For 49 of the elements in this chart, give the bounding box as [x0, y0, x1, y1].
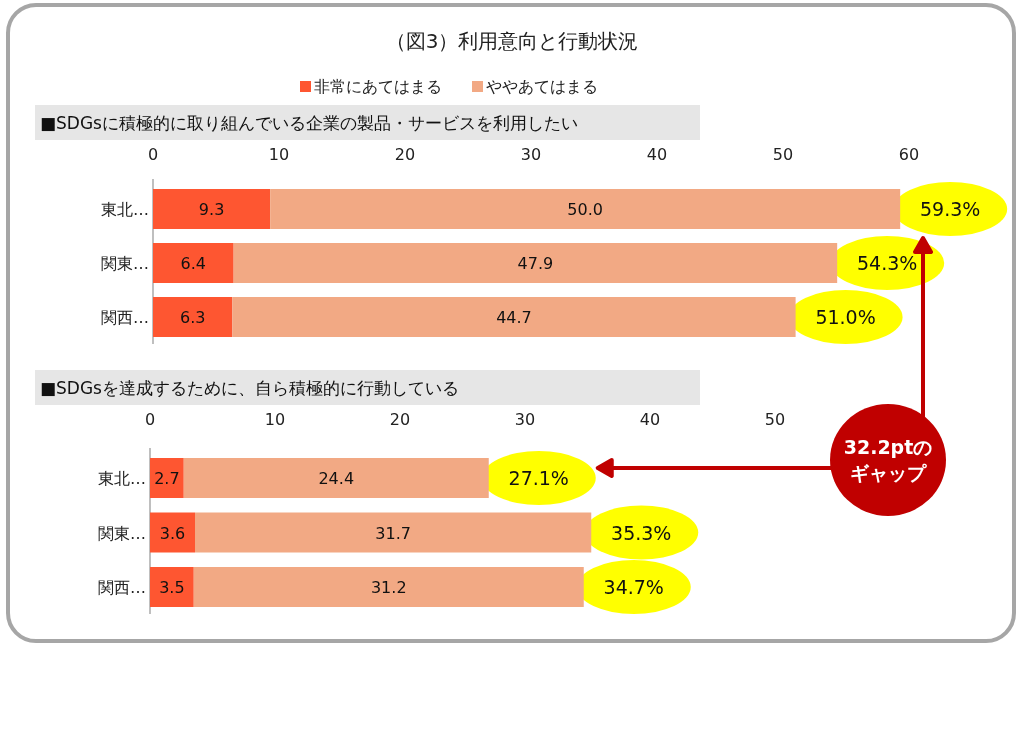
text: 32.2ptのギャップ: [843, 436, 933, 484]
y-tick-label: 関東…: [101, 254, 149, 273]
total-label: 51.0%: [815, 306, 876, 328]
data-label: 31.7: [375, 523, 411, 543]
x-tick-label: 20: [394, 145, 416, 164]
total-label: 34.7%: [603, 576, 664, 598]
data-label: 6.3: [179, 308, 206, 327]
bar: [153, 189, 271, 229]
y-tick-label: 東北…: [98, 469, 146, 488]
data-label: 24.4: [318, 469, 355, 488]
chart-title: （図3）利用意向と行動状況: [385, 29, 639, 53]
x-tick-label: 40: [646, 145, 668, 164]
total-label: 54.3%: [857, 252, 918, 274]
data-label: 2.7: [154, 469, 180, 488]
x-tick-label: 0: [147, 145, 159, 164]
y-tick-label: 関西…: [98, 578, 146, 597]
bar: [150, 512, 195, 553]
data-label: 3.6: [159, 523, 186, 543]
x-tick-label: 10: [264, 410, 286, 429]
x-tick-label: 0: [144, 410, 156, 429]
data-label: 47.9: [517, 254, 554, 273]
legend-label: ややあてはまる: [486, 77, 598, 96]
x-tick-label: 20: [389, 410, 411, 429]
bar: [150, 567, 194, 607]
data-label: 44.7: [496, 308, 532, 327]
bar: [150, 458, 184, 498]
y-tick-label: 関西…: [101, 308, 149, 327]
x-tick-label: 10: [268, 145, 290, 164]
y-tick-label: 関東…: [98, 523, 146, 543]
legend-label: 非常にあてはまる: [314, 77, 442, 96]
x-tick-label: 40: [639, 410, 661, 429]
bar: [153, 243, 234, 283]
x-tick-label: 50: [772, 145, 794, 164]
data-label: 9.3: [198, 200, 225, 219]
x-tick-label: 30: [520, 145, 542, 164]
data-label: 3.5: [159, 578, 185, 597]
chart-subtitle: ■SDGsに積極的に取り組んでいる企業の製品・サービスを利用したい: [40, 113, 578, 133]
total-label: 59.3%: [920, 198, 981, 220]
x-tick-label: 60: [898, 145, 920, 164]
data-label: 6.4: [180, 254, 207, 273]
x-tick-label: 50: [764, 410, 786, 429]
total-label: 27.1%: [508, 467, 569, 489]
x-tick-label: 30: [514, 410, 536, 429]
data-label: 50.0: [567, 200, 603, 219]
total-label: 35.3%: [611, 521, 672, 544]
data-label: 31.2: [370, 578, 407, 597]
chart-subtitle: ■SDGsを達成するために、自ら積極的に行動している: [40, 378, 459, 398]
bar: [153, 297, 233, 337]
y-tick-label: 東北…: [101, 200, 149, 219]
